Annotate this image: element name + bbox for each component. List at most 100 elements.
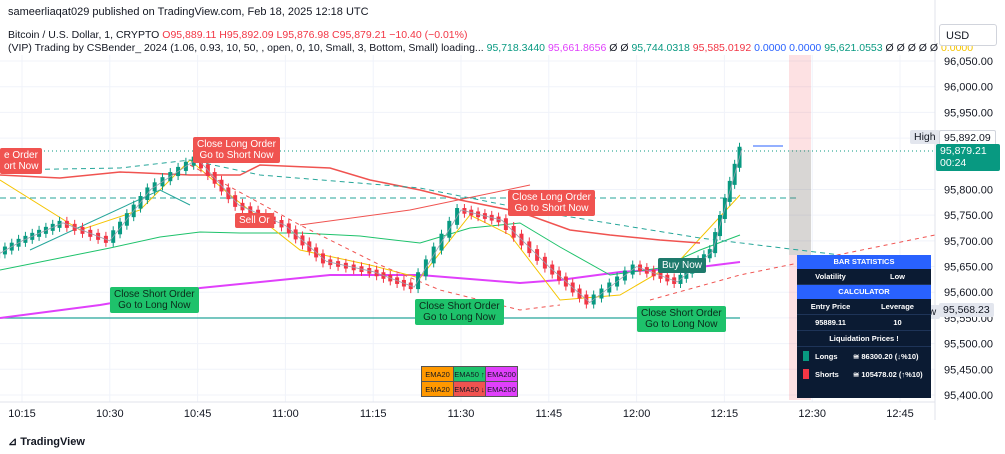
longs-swatch xyxy=(803,351,809,361)
high-label-tag: High xyxy=(910,130,940,144)
price-tick-label: 95,500.00 xyxy=(944,339,993,351)
signal-close-long-1: Close Long Order Go to Short Now xyxy=(193,137,280,163)
price-tick-label: 95,450.00 xyxy=(944,364,993,376)
price-series xyxy=(0,148,743,304)
low-label: L xyxy=(276,29,283,41)
liquidation-title: Liquidation Prices ! xyxy=(829,334,899,343)
indicator-name[interactable]: (VIP) Trading by CSBender_ 2024 (1.06, 0… xyxy=(8,42,484,54)
ema-table: EMA20 EMA50 ↑ EMA200 EMA20 EMA50 ↓ EMA20… xyxy=(421,366,518,397)
ema50-cell-1: EMA50 ↑ xyxy=(453,366,486,382)
time-tick-label: 11:45 xyxy=(535,408,562,420)
longs-label: Longs xyxy=(815,351,838,361)
low-price-tag: 95,568.23 xyxy=(939,303,994,317)
ind-value-5: 95,585.0192 xyxy=(692,42,752,54)
price-tick-label: 96,050.00 xyxy=(944,56,993,68)
price-tick-label: 95,400.00 xyxy=(944,390,993,402)
shorts-label: Shorts xyxy=(815,369,839,379)
signal-close-short-2: Close Short Order Go to Long Now xyxy=(415,299,504,325)
high-label: H xyxy=(219,29,227,41)
leverage-label: Leverage xyxy=(881,302,914,311)
close-label: C xyxy=(332,29,340,41)
entry-price-value: 95889.11 xyxy=(815,318,846,327)
longs-value: ≅ 86300.20 (↓%10) xyxy=(853,351,919,361)
volatility-row: Volatility Low xyxy=(797,269,931,285)
high-value: 95,892.09 xyxy=(226,29,274,41)
calc-header-row: Entry Price Leverage xyxy=(797,299,931,315)
high-price-tag: 95,892.09 xyxy=(939,130,996,146)
ind-value-4: 95,744.0318 xyxy=(631,42,690,54)
ema-row-2: EMA20 EMA50 ↓ EMA200 xyxy=(421,381,518,397)
ind-value-7: 0.0000 xyxy=(789,42,822,54)
signal-buy: Buy Now xyxy=(658,258,707,273)
indicator-line: (VIP) Trading by CSBender_ 2024 (1.06, 0… xyxy=(8,42,973,54)
time-tick-label: 12:00 xyxy=(623,408,651,420)
last-price-tag: 95,879.21 00:24 xyxy=(936,144,1000,171)
time-tick-label: 10:15 xyxy=(8,408,36,420)
tv-logo-text: TradingView xyxy=(20,436,85,448)
liquidation-title-row: Liquidation Prices ! xyxy=(797,331,931,347)
shorts-value: ≅ 105478.02 (↑%10) xyxy=(853,369,923,379)
time-tick-label: 10:30 xyxy=(96,408,124,420)
ema-row-1: EMA20 EMA50 ↑ EMA200 xyxy=(421,366,518,382)
tv-logo-icon: ⊿ xyxy=(8,436,21,448)
countdown-value: 00:24 xyxy=(940,157,967,169)
price-tick-label: 95,950.00 xyxy=(944,107,993,119)
time-tick-label: 10:45 xyxy=(184,408,212,420)
calc-value-row: 95889.11 10 xyxy=(797,315,931,331)
trend-line-red xyxy=(189,164,561,311)
entry-price-label: Entry Price xyxy=(810,302,851,311)
tradingview-logo[interactable]: ⊿ TradingView xyxy=(8,435,85,448)
signal-close-short-3: Close Short Order Go to Long Now xyxy=(637,306,726,332)
calculator-title: CALCULATOR xyxy=(797,285,931,299)
last-price-value: 95,879.21 xyxy=(940,145,987,157)
ind-value-3: Ø Ø xyxy=(609,42,629,54)
signal-close-short-1: Close Short Order Go to Long Now xyxy=(110,287,199,313)
volatility-label: Volatility xyxy=(815,272,846,281)
candles xyxy=(0,142,742,309)
trailing-stop-line xyxy=(0,164,701,244)
shorts-row: Shorts ≅ 105478.02 (↑%10) xyxy=(797,365,931,383)
time-tick-label: 12:30 xyxy=(798,408,826,420)
time-axis-ticks: 10:15 10:30 10:45 11:00 11:15 11:30 11:45 12:00… xyxy=(8,408,914,420)
price-path xyxy=(0,148,743,304)
symbol-name: Bitcoin / U.S. Dollar, 1, CRYPTO xyxy=(8,29,160,41)
shorts-swatch xyxy=(803,369,809,379)
time-tick-label: 11:00 xyxy=(272,408,299,420)
low-value: 95,876.98 xyxy=(282,29,330,41)
bar-statistics-panel: BAR STATISTICS Volatility Low CALCULATOR… xyxy=(797,255,931,398)
ind-value-2: 95,661.8656 xyxy=(547,42,607,54)
trend-line-red-2 xyxy=(649,234,936,301)
ema20-line xyxy=(0,159,741,301)
currency-selector[interactable]: USD xyxy=(939,24,997,46)
time-tick-label: 11:15 xyxy=(360,408,387,420)
volatility-value: Low xyxy=(890,272,905,281)
ind-value-6: 0.0000 xyxy=(754,42,787,54)
price-tick-label: 96,000.00 xyxy=(944,82,993,94)
trend-line-red-3 xyxy=(299,184,531,226)
time-tick-label: 11:30 xyxy=(448,408,475,420)
signal-close-long-left: e Order ort Now xyxy=(0,148,43,174)
change-value: −10.40 (−0.01%) xyxy=(389,29,468,41)
ind-value-1: 95,718.3440 xyxy=(486,42,546,54)
ind-value-9: Ø Ø Ø Ø Ø xyxy=(885,42,939,54)
signal-sell: Sell Or xyxy=(235,213,274,228)
ema200-cell-1: EMA200 xyxy=(485,366,518,382)
time-tick-label: 12:45 xyxy=(886,408,914,420)
leverage-value: 10 xyxy=(893,318,902,327)
price-tick-label: 95,800.00 xyxy=(944,184,993,196)
published-line: sameerliaqat029 published on TradingView… xyxy=(8,6,369,18)
ema50-cell-2: EMA50 ↓ xyxy=(453,381,486,397)
price-tick-label: 95,750.00 xyxy=(944,210,993,222)
open-value: 95,889.11 xyxy=(170,29,217,41)
open-label: O xyxy=(162,29,171,41)
price-tick-label: 95,700.00 xyxy=(944,236,993,248)
stats-title: BAR STATISTICS xyxy=(797,255,931,269)
price-tick-label: 95,600.00 xyxy=(944,287,993,299)
symbol-line: Bitcoin / U.S. Dollar, 1, CRYPTO O95,889… xyxy=(8,29,467,41)
ema20-cell-2: EMA20 xyxy=(421,381,454,397)
price-axis-ticks: 96,050.0096,000.0095,950.0095,900.0095,8… xyxy=(944,56,993,402)
close-value: 95,879.21 xyxy=(339,29,387,41)
signal-close-long-2: Close Long Order Go to Short Now xyxy=(508,190,595,216)
ind-value-8: 95,621.0553 xyxy=(824,42,883,54)
price-tick-label: 95,650.00 xyxy=(944,262,993,274)
